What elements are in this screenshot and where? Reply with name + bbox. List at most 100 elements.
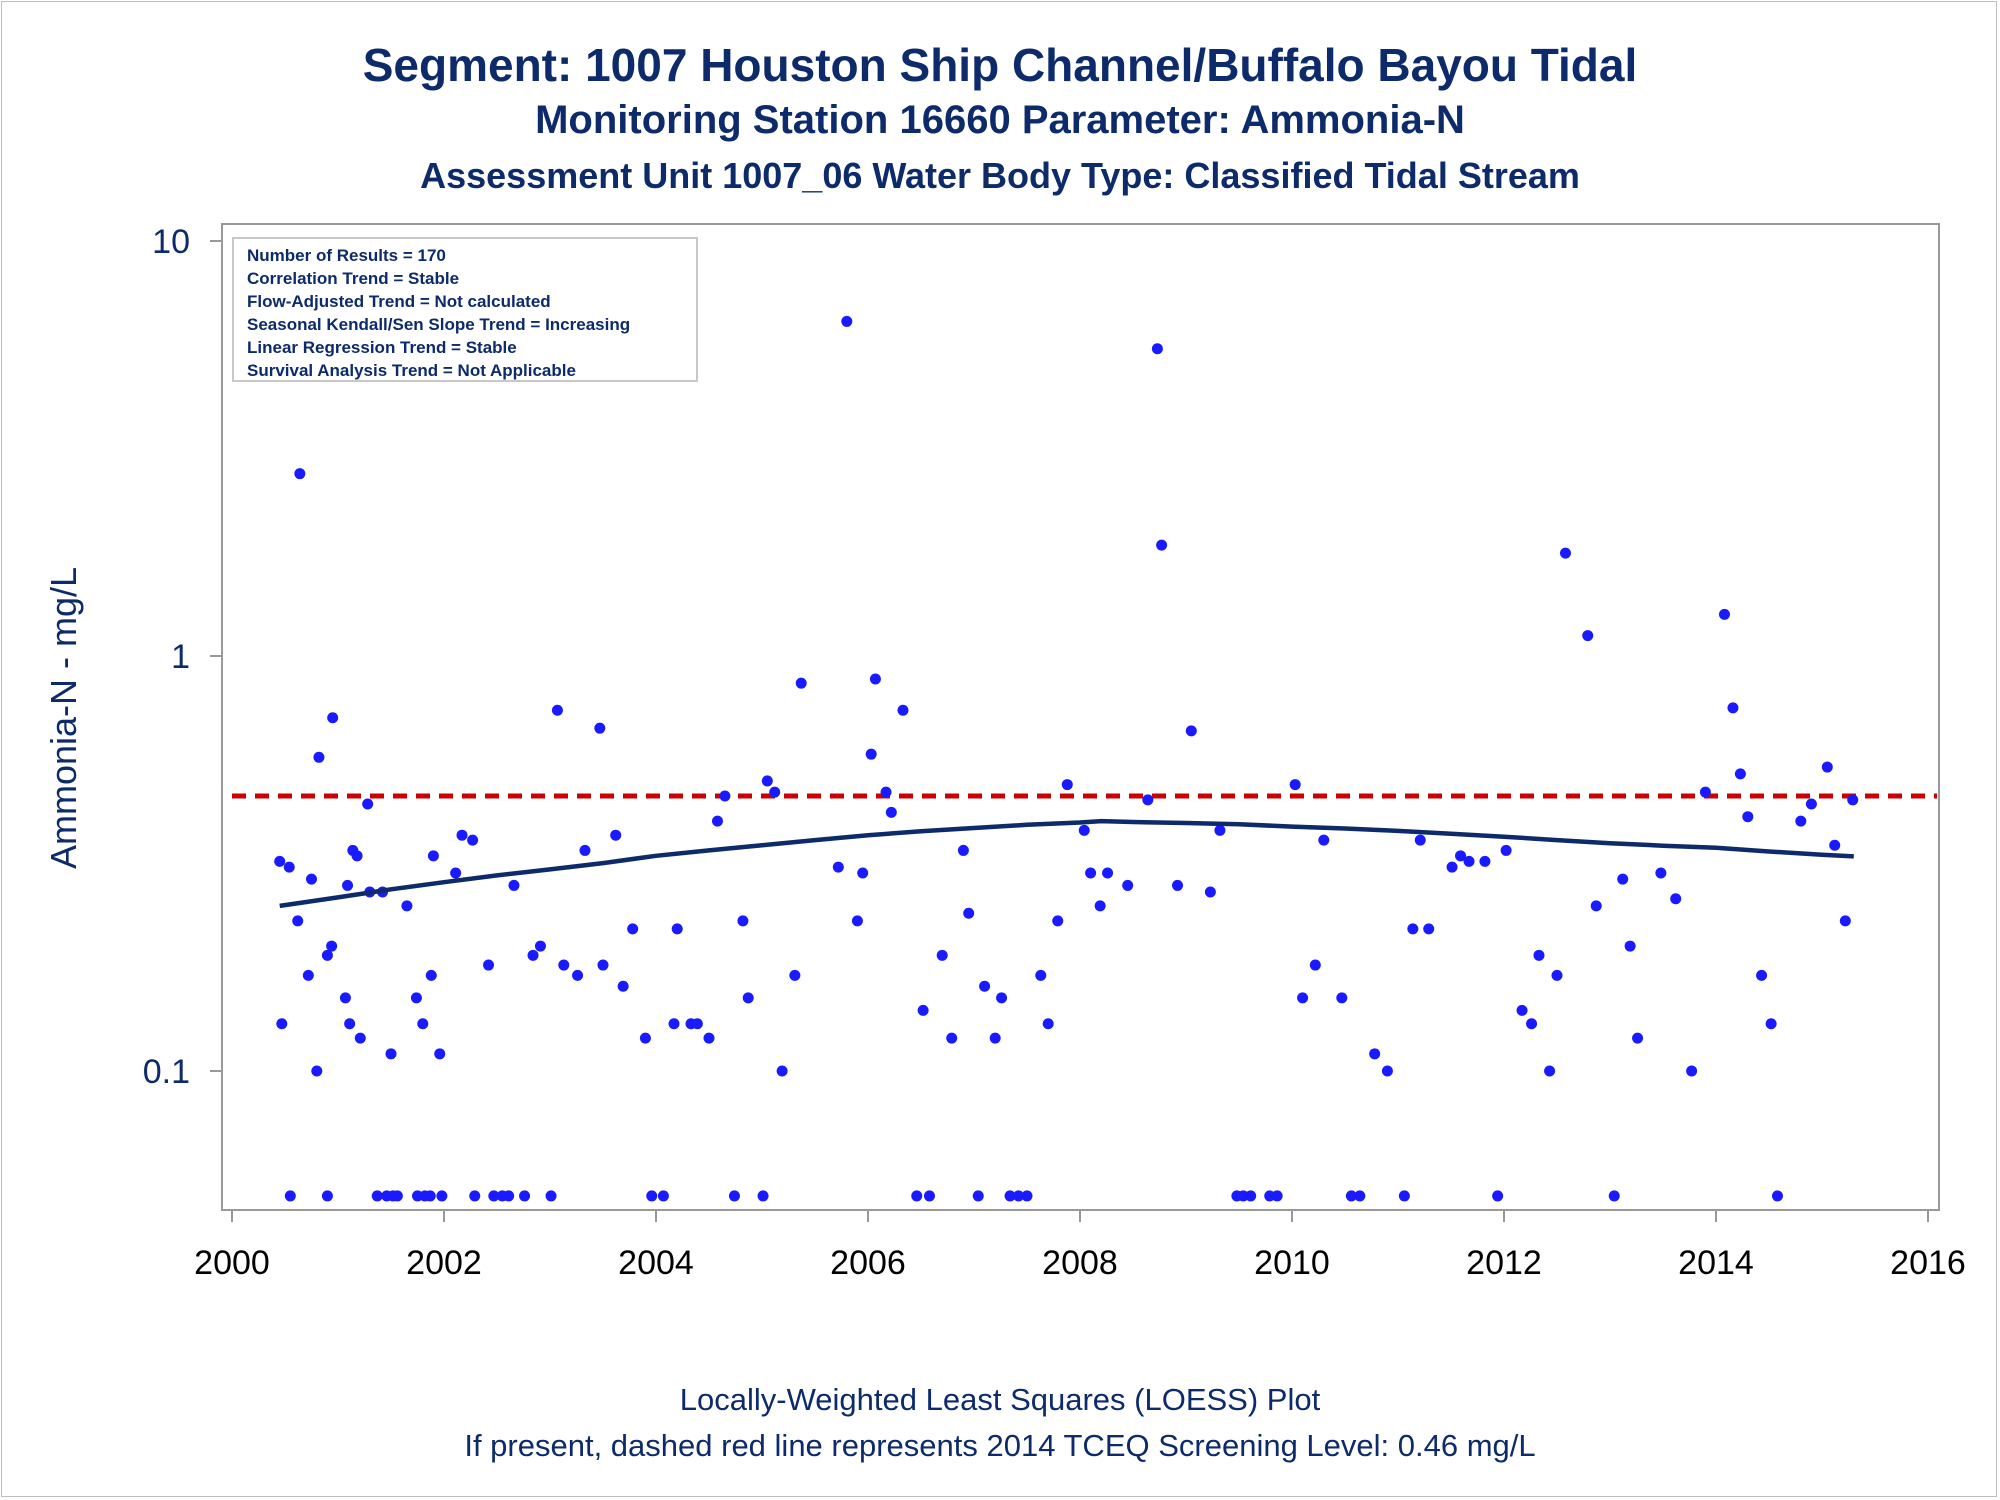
y-tick-label: 0.1 xyxy=(143,1053,190,1091)
data-point xyxy=(1795,815,1807,827)
data-point xyxy=(508,879,520,891)
stats-line: Linear Regression Trend = Stable xyxy=(247,338,517,357)
data-point xyxy=(936,949,948,961)
data-point xyxy=(851,915,863,927)
data-point xyxy=(1742,811,1754,823)
data-point xyxy=(703,1032,715,1044)
data-point-censored xyxy=(923,1190,935,1202)
data-point xyxy=(551,704,563,716)
data-point xyxy=(579,844,591,856)
data-point xyxy=(742,992,754,1004)
data-point xyxy=(1670,893,1682,905)
data-point xyxy=(1085,867,1097,879)
data-point xyxy=(302,969,314,981)
x-tick-label: 2010 xyxy=(1254,1244,1330,1282)
stats-line: Survival Analysis Trend = Not Applicable xyxy=(247,361,576,380)
data-point xyxy=(1078,824,1090,836)
data-point xyxy=(841,315,853,327)
data-point xyxy=(1551,969,1563,981)
x-tick-label: 2014 xyxy=(1678,1244,1754,1282)
stats-line: Seasonal Kendall/Sen Slope Trend = Incre… xyxy=(247,315,630,334)
data-point xyxy=(1533,949,1545,961)
data-point xyxy=(594,722,606,734)
data-point-censored xyxy=(1398,1190,1410,1202)
data-point xyxy=(885,806,897,818)
data-point xyxy=(427,850,439,862)
loess-curve xyxy=(279,818,1854,909)
data-point xyxy=(1727,702,1739,714)
data-point xyxy=(857,867,869,879)
data-point xyxy=(1172,879,1184,891)
data-point-censored xyxy=(1013,1190,1025,1202)
data-point xyxy=(339,992,351,1004)
x-tick-label: 2004 xyxy=(618,1244,694,1282)
data-point-censored xyxy=(1021,1190,1033,1202)
data-point xyxy=(292,915,304,927)
data-point xyxy=(483,959,495,971)
data-point xyxy=(1094,900,1106,912)
data-point-censored xyxy=(1492,1190,1504,1202)
data-point xyxy=(1734,768,1746,780)
data-point xyxy=(1414,834,1426,846)
data-point-censored xyxy=(1354,1190,1366,1202)
data-point xyxy=(385,1048,397,1060)
data-point xyxy=(306,873,317,885)
data-point xyxy=(283,861,295,873)
data-point xyxy=(1686,1065,1698,1077)
data-point xyxy=(1699,786,1711,798)
data-point xyxy=(897,704,909,716)
data-point xyxy=(1122,879,1134,891)
data-point xyxy=(1446,861,1458,873)
data-point xyxy=(1582,630,1594,642)
data-point-censored xyxy=(1004,1190,1016,1202)
stats-box-frame xyxy=(232,237,698,382)
data-point-censored xyxy=(519,1190,531,1202)
data-point xyxy=(276,1018,288,1030)
data-point xyxy=(1407,923,1419,935)
data-point xyxy=(1156,539,1168,551)
data-point xyxy=(1500,844,1512,856)
data-point xyxy=(1455,850,1467,862)
stats-line: Correlation Trend = Stable xyxy=(247,269,459,288)
data-point xyxy=(979,980,991,992)
data-point-censored xyxy=(488,1190,500,1202)
data-point xyxy=(1590,900,1602,912)
data-point xyxy=(1052,915,1064,927)
data-point xyxy=(1617,873,1629,885)
data-point xyxy=(610,829,622,841)
stats-line: Flow-Adjusted Trend = Not calculated xyxy=(247,292,551,311)
data-point-censored xyxy=(1771,1190,1783,1202)
data-point xyxy=(354,1032,366,1044)
data-point xyxy=(795,677,807,689)
data-point-censored xyxy=(1608,1190,1620,1202)
data-point-censored xyxy=(424,1190,436,1202)
data-point xyxy=(668,1018,680,1030)
data-point xyxy=(639,1032,651,1044)
data-point xyxy=(1035,969,1047,981)
data-point xyxy=(326,940,338,952)
data-point xyxy=(832,861,844,873)
data-point xyxy=(769,786,781,798)
data-point xyxy=(1463,855,1475,867)
data-point xyxy=(1289,779,1301,791)
x-tick-label: 2008 xyxy=(1042,1244,1118,1282)
data-point xyxy=(410,992,422,1004)
y-axis: 0.1 1 10 xyxy=(143,223,222,1091)
data-point xyxy=(450,867,462,879)
chart-title: Segment: 1007 Houston Ship Channel/Buffa… xyxy=(362,39,1638,91)
footnote-screening: If present, dashed red line represents 2… xyxy=(464,1428,1536,1463)
data-point-censored xyxy=(1245,1190,1257,1202)
data-point xyxy=(880,786,892,798)
data-point xyxy=(1624,940,1636,952)
data-point xyxy=(1185,725,1197,737)
data-point-censored xyxy=(757,1190,769,1202)
data-point xyxy=(1526,1018,1538,1030)
data-point xyxy=(996,992,1008,1004)
data-point xyxy=(456,829,468,841)
data-point-censored xyxy=(728,1190,740,1202)
data-point xyxy=(344,1018,356,1030)
data-point xyxy=(572,969,584,981)
footnote-loess: Locally-Weighted Least Squares (LOESS) P… xyxy=(679,1382,1321,1417)
